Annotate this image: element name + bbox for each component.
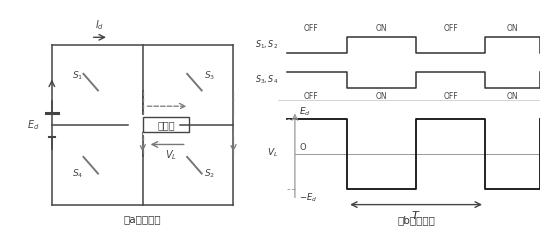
Text: $-E_d$: $-E_d$	[299, 191, 317, 204]
Text: $V_L$: $V_L$	[267, 147, 279, 159]
Text: $S_1, S_2$: $S_1, S_2$	[255, 39, 279, 51]
Text: $S_4$: $S_4$	[72, 168, 84, 180]
Text: ON: ON	[376, 92, 388, 101]
Text: $S_2$: $S_2$	[205, 168, 215, 180]
Text: （b）波　形: （b）波 形	[397, 215, 435, 226]
Text: OFF: OFF	[443, 24, 458, 33]
Text: OFF: OFF	[304, 24, 319, 33]
Text: ON: ON	[507, 24, 518, 33]
Text: $E_d$: $E_d$	[299, 106, 311, 118]
Text: OFF: OFF	[443, 92, 458, 101]
Text: $T$: $T$	[411, 208, 421, 221]
Text: $S_1$: $S_1$	[72, 69, 83, 82]
Text: $E_d$: $E_d$	[28, 118, 40, 132]
Text: ON: ON	[376, 24, 388, 33]
Bar	[143, 117, 189, 132]
Text: （a）回　路: （a）回 路	[124, 214, 161, 224]
Text: OFF: OFF	[304, 92, 319, 101]
Text: $S_3$: $S_3$	[204, 69, 215, 82]
Text: $V_L$: $V_L$	[165, 148, 177, 162]
Text: $S_3, S_4$: $S_3, S_4$	[255, 74, 279, 86]
Text: $I_d$: $I_d$	[95, 18, 104, 32]
Text: 負　荷: 負 荷	[157, 120, 175, 130]
Text: O: O	[299, 143, 306, 152]
Text: ON: ON	[507, 92, 518, 101]
